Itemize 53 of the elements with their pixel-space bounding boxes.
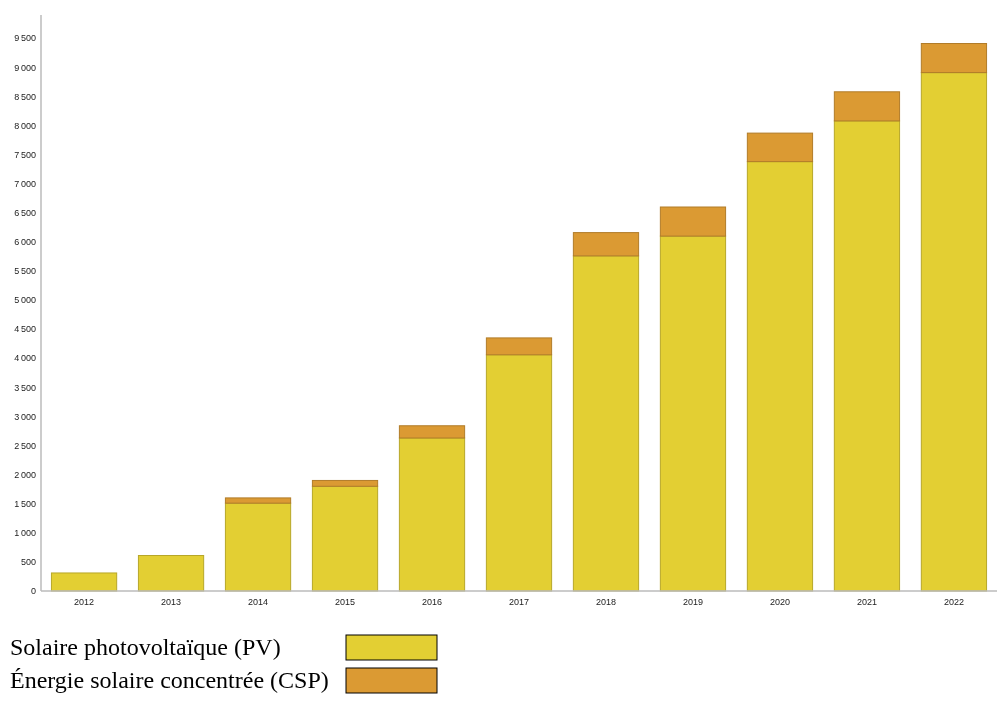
- x-tick-label: 2016: [422, 597, 443, 607]
- bar: [746, 132, 814, 163]
- y-tick-label: 1 000: [14, 527, 36, 538]
- x-tick-label: 2020: [769, 597, 790, 607]
- x-tick-label: 2014: [248, 597, 269, 607]
- y-tick-label: 500: [20, 557, 36, 568]
- y-tick-label: 3 500: [14, 382, 36, 393]
- y-tick-label: 2 000: [14, 469, 36, 480]
- bar: [920, 72, 988, 592]
- bar: [746, 161, 814, 592]
- x-tick-label: 2017: [508, 597, 530, 607]
- x-tick-label: 2015: [335, 597, 356, 607]
- bar: [137, 555, 205, 592]
- bar: [485, 354, 553, 592]
- y-tick-label: 9 500: [14, 33, 36, 44]
- y-tick-label: 9 000: [14, 62, 36, 73]
- y-tick-label: 5 500: [14, 266, 36, 277]
- y-tick-label: 0: [30, 586, 36, 597]
- x-tick-label: 2021: [856, 597, 877, 607]
- y-tick-label: 8 000: [14, 120, 36, 131]
- bar: [833, 120, 901, 592]
- y-tick-label: 4 500: [14, 324, 36, 335]
- y-tick-label: 1 500: [14, 498, 36, 509]
- bar: [311, 485, 379, 592]
- y-tick-label: 2 500: [14, 440, 36, 451]
- bar: [659, 235, 727, 592]
- y-tick-label: 8 500: [14, 91, 36, 102]
- bar: [311, 479, 379, 487]
- x-tick-label: 2012: [74, 597, 95, 607]
- series-label: Solaire photovoltaïque (PV): [10, 634, 281, 661]
- y-tick-label: 6 000: [14, 237, 36, 248]
- x-tick-label: 2018: [595, 597, 616, 607]
- y-tick-label: 6 500: [14, 207, 36, 218]
- y-tick-label: 5 000: [14, 295, 36, 306]
- bar: [920, 43, 988, 74]
- legend-label: Énergie solaire concentrée (CSP): [10, 667, 329, 694]
- bar: [485, 337, 553, 356]
- bar: [572, 255, 640, 592]
- bar: [398, 437, 466, 592]
- y-tick-label: 3 000: [14, 411, 36, 422]
- bar: [224, 497, 292, 504]
- bar: [572, 232, 640, 257]
- x-tick-label: 2022: [943, 597, 964, 607]
- bar: [224, 502, 292, 592]
- bar: [50, 572, 118, 592]
- bar: [398, 425, 466, 439]
- x-tick-label: 2013: [161, 597, 182, 607]
- y-tick-label: 7 500: [14, 149, 36, 160]
- bar: [659, 206, 727, 237]
- x-tick-label: 2019: [682, 597, 703, 607]
- y-tick-label: 4 000: [14, 353, 36, 364]
- bar: [833, 91, 901, 122]
- y-tick-label: 7 000: [14, 178, 36, 189]
